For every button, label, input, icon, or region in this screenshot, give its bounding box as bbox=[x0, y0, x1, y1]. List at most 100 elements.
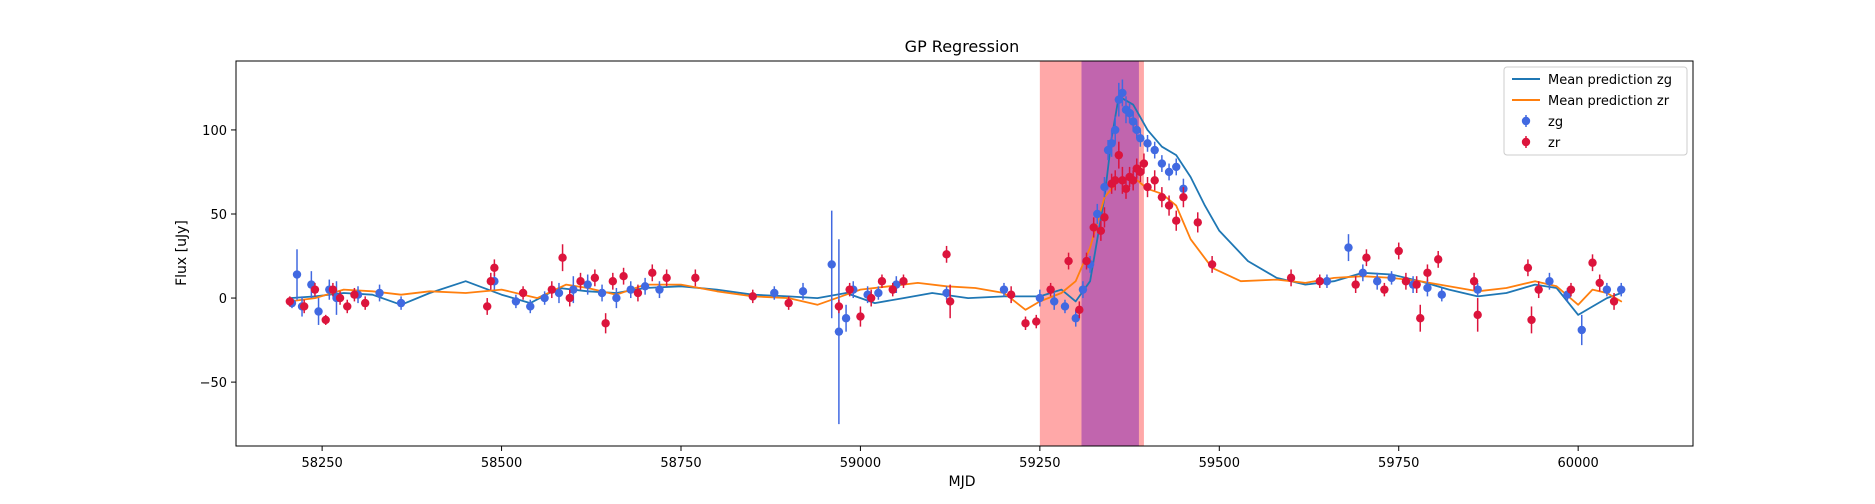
point-zg bbox=[1071, 314, 1080, 323]
axes: 58250 58500 58750 59000 59250 59500 59750 60000… bbox=[200, 60, 1694, 471]
point-zr bbox=[1157, 192, 1167, 202]
x-tick-label: 58250 bbox=[301, 456, 342, 471]
point-zg bbox=[511, 297, 521, 306]
point-zr bbox=[1286, 273, 1296, 283]
point-zg bbox=[583, 280, 592, 289]
shaded-regions bbox=[1039, 61, 1144, 446]
point-zr bbox=[1082, 256, 1091, 266]
series-zr bbox=[285, 141, 1619, 334]
point-zr bbox=[1121, 184, 1131, 193]
legend-marker-swatch bbox=[1521, 137, 1531, 147]
point-zg bbox=[1143, 139, 1152, 148]
point-zg bbox=[1372, 277, 1382, 286]
point-zr bbox=[1588, 258, 1597, 267]
point-zr bbox=[877, 277, 887, 286]
point-zr bbox=[1111, 176, 1120, 185]
point-zr bbox=[350, 290, 359, 299]
point-zr bbox=[576, 277, 585, 286]
point-zg bbox=[1114, 95, 1124, 104]
point-zr bbox=[601, 319, 610, 328]
point-zg bbox=[1125, 108, 1134, 118]
point-zg bbox=[1164, 167, 1174, 177]
chart-title: GP Regression bbox=[905, 37, 1020, 56]
point-zg bbox=[770, 288, 779, 298]
point-zr bbox=[1473, 310, 1482, 320]
point-zr bbox=[1423, 268, 1432, 278]
point-zg bbox=[1100, 182, 1109, 192]
point-zr bbox=[1380, 285, 1389, 294]
x-tick-label: 60000 bbox=[1557, 456, 1598, 471]
legend: Mean prediction zg Mean prediction zr zg zr bbox=[1503, 66, 1688, 156]
point-zr bbox=[845, 285, 854, 294]
point-zr bbox=[1136, 167, 1145, 177]
point-zg bbox=[640, 282, 650, 291]
point-zr bbox=[834, 302, 844, 311]
y-tick-label: 0 bbox=[219, 292, 227, 307]
point-zr bbox=[1118, 176, 1127, 185]
point-zr bbox=[335, 293, 345, 303]
legend-label: Mean prediction zg bbox=[1548, 73, 1672, 88]
point-zg bbox=[1322, 277, 1332, 286]
observations bbox=[285, 79, 1626, 425]
point-zr bbox=[490, 263, 499, 272]
point-zg bbox=[396, 298, 406, 308]
legend-label: Mean prediction zr bbox=[1548, 94, 1670, 109]
point-zr bbox=[1207, 260, 1217, 269]
x-axis-label: MJD bbox=[949, 474, 976, 490]
point-zg bbox=[626, 285, 635, 294]
point-zg bbox=[292, 270, 302, 279]
point-zr bbox=[299, 302, 309, 311]
point-zr bbox=[1412, 280, 1421, 289]
point-zr bbox=[1566, 285, 1576, 294]
point-zg bbox=[1107, 139, 1116, 148]
point-zg bbox=[1132, 125, 1141, 135]
legend-item-zg: zg bbox=[1521, 115, 1563, 130]
point-zg bbox=[1157, 159, 1167, 168]
point-zr bbox=[558, 253, 567, 262]
legend-box bbox=[1503, 66, 1688, 156]
point-zr bbox=[1128, 176, 1138, 185]
point-zr bbox=[608, 277, 618, 286]
point-zr bbox=[1534, 285, 1543, 294]
point-zr bbox=[1143, 182, 1152, 192]
point-zr bbox=[748, 292, 757, 301]
point-zr bbox=[547, 285, 557, 294]
point-zg bbox=[798, 287, 808, 296]
shaded-region-2 bbox=[1081, 61, 1139, 446]
point-zg bbox=[841, 314, 851, 323]
point-zg bbox=[612, 293, 621, 303]
point-zr bbox=[1179, 192, 1188, 202]
point-zr bbox=[1096, 226, 1106, 236]
point-zr bbox=[1609, 297, 1619, 306]
point-zr bbox=[1401, 277, 1411, 286]
point-zg bbox=[540, 293, 549, 303]
legend-item-mean-prediction-zg: Mean prediction zg bbox=[1512, 73, 1672, 88]
point-zr bbox=[1351, 280, 1360, 289]
point-zr bbox=[1416, 314, 1425, 323]
point-zr bbox=[518, 288, 528, 298]
x-tick-label: 59750 bbox=[1378, 456, 1419, 471]
legend-item-zr: zr bbox=[1521, 136, 1561, 151]
point-zg bbox=[1545, 277, 1554, 286]
point-zr bbox=[662, 273, 671, 283]
point-zr bbox=[1064, 256, 1073, 266]
point-zr bbox=[1315, 277, 1324, 286]
point-zg bbox=[1423, 283, 1432, 293]
point-zg bbox=[314, 307, 323, 316]
point-zr bbox=[1150, 176, 1159, 185]
point-zr bbox=[1100, 213, 1109, 222]
point-zr bbox=[1172, 216, 1181, 225]
point-zr bbox=[1075, 305, 1084, 315]
point-zg bbox=[827, 260, 836, 269]
point-zr bbox=[1527, 315, 1536, 325]
point-zg bbox=[1128, 117, 1138, 126]
point-zg bbox=[1473, 285, 1482, 294]
point-zg bbox=[1344, 243, 1353, 252]
point-zg bbox=[1050, 297, 1059, 306]
point-zg bbox=[1437, 290, 1446, 299]
point-zg bbox=[375, 288, 384, 298]
point-zr bbox=[1089, 223, 1098, 232]
point-zg bbox=[569, 285, 578, 294]
x-tick-label: 59250 bbox=[1019, 456, 1060, 471]
